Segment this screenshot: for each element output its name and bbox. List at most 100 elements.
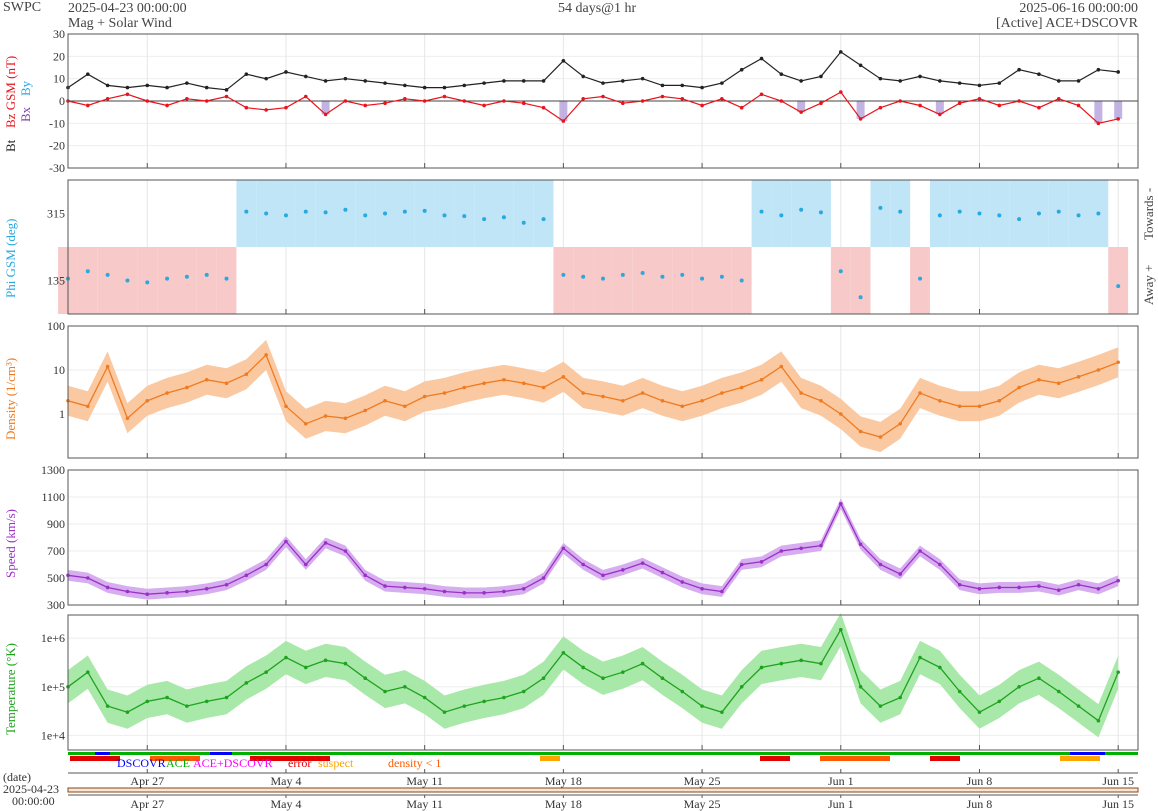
phi-away-fill-33 — [711, 247, 732, 314]
xtick-label-top-4: May 25 — [684, 774, 721, 788]
bz-point-47 — [997, 103, 1002, 108]
status-flag-error-6 — [930, 756, 960, 761]
speed-point-15 — [363, 573, 368, 578]
temperature-point-46 — [977, 710, 982, 714]
density-ytick-label-2: 100 — [47, 319, 65, 333]
bt-point-38 — [819, 74, 823, 79]
bz-point-38 — [819, 101, 823, 106]
phi-away-fill-7 — [196, 247, 217, 314]
bz-point-53 — [1116, 117, 1120, 121]
phi-away-fill-1 — [77, 247, 98, 314]
phi-point-34 — [739, 278, 744, 283]
bz-point-20 — [462, 99, 467, 103]
speed-point-35 — [759, 560, 764, 564]
by-axis-label: By — [18, 80, 33, 96]
speed-point-13 — [323, 541, 328, 545]
speed-point-32 — [700, 587, 704, 591]
phi-point-38 — [818, 210, 823, 215]
temperature-point-24 — [541, 676, 546, 681]
temperature-point-4 — [145, 699, 150, 704]
temperature-point-20 — [462, 704, 467, 708]
phi-point-20 — [462, 214, 467, 219]
density-point-44 — [938, 398, 942, 403]
bz-point-30 — [660, 94, 665, 99]
overview-date-label: (date) — [3, 770, 31, 784]
phi-point-48 — [1017, 217, 1022, 222]
density-point-8 — [224, 381, 229, 386]
bz-point-49 — [1037, 105, 1041, 110]
overview-time-value: 00:00:00 — [12, 794, 55, 808]
bz-point-12 — [303, 94, 308, 99]
bz-point-43 — [918, 103, 922, 108]
density-point-5 — [165, 391, 169, 395]
temperature-point-8 — [224, 695, 229, 700]
speed-point-4 — [145, 592, 150, 596]
speed-point-48 — [1017, 585, 1021, 590]
speed-point-28 — [621, 568, 625, 572]
xtick-label-top-1: May 4 — [270, 774, 301, 788]
status-flag-error-2 — [250, 756, 330, 761]
speed-ytick-label-3: 900 — [47, 517, 65, 531]
bt-point-2 — [105, 83, 110, 88]
mag-ytick-label-2: -10 — [49, 116, 65, 130]
speed-point-51 — [1076, 582, 1081, 587]
density-point-1 — [86, 404, 90, 409]
temperature-point-25 — [561, 651, 566, 655]
bz-point-15 — [363, 103, 368, 108]
phi-point-26 — [581, 274, 586, 279]
xtick-label-bottom-7: Jun 15 — [1102, 797, 1134, 811]
speed-point-20 — [462, 591, 467, 595]
density-point-40 — [858, 429, 863, 434]
phi-point-46 — [977, 211, 982, 216]
phi-away-fill-40 — [850, 247, 871, 314]
density-point-28 — [621, 398, 625, 403]
bt-point-33 — [720, 81, 724, 85]
bt-point-15 — [363, 79, 368, 83]
phi-away-fill-26 — [573, 247, 594, 314]
temperature-point-36 — [779, 661, 784, 666]
phi-point-35 — [759, 209, 764, 214]
speed-point-3 — [125, 589, 130, 594]
speed-point-42 — [898, 572, 903, 576]
bt-point-4 — [145, 83, 150, 88]
phi-point-53 — [1116, 284, 1121, 289]
density-point-14 — [343, 416, 348, 421]
dscovr-source-segment-1 — [210, 752, 232, 755]
bz-point-7 — [204, 99, 209, 103]
phi-point-10 — [264, 211, 269, 216]
speed-point-33 — [720, 589, 724, 594]
bz-point-26 — [581, 96, 585, 101]
phi-point-17 — [402, 209, 407, 214]
source-status-bar — [68, 752, 1138, 755]
density-point-13 — [323, 414, 328, 418]
bt-point-39 — [838, 50, 843, 54]
status-flag-suspect-7 — [1060, 756, 1100, 761]
temperature-point-33 — [720, 710, 724, 714]
speed-point-38 — [819, 543, 823, 548]
phi-axis-label: Phi GSM (deg) — [3, 219, 18, 298]
bt-point-25 — [561, 59, 566, 63]
phi-away-fill-39 — [830, 247, 851, 314]
phi-point-51 — [1076, 213, 1081, 218]
temperature-series-line — [67, 628, 1119, 722]
speed-point-16 — [383, 584, 387, 588]
bt-point-24 — [541, 79, 546, 83]
speed-point-29 — [640, 561, 645, 565]
mag-ytick-label-5: 20 — [53, 49, 65, 63]
mag-ytick-label-4: 10 — [53, 72, 65, 86]
temperature-point-47 — [997, 699, 1002, 704]
bt-point-30 — [660, 83, 665, 88]
density-point-9 — [244, 372, 249, 377]
speed-ytick-label-1: 500 — [47, 571, 65, 585]
speed-point-26 — [581, 562, 585, 567]
speed-ytick-label-5: 1300 — [41, 463, 65, 477]
dscovr-source-segment-2 — [1070, 752, 1105, 755]
xtick-label-bottom-4: May 25 — [684, 797, 721, 811]
end-date-label: 2025-06-16 00:00:00 — [1019, 1, 1138, 16]
speed-point-6 — [185, 589, 189, 594]
density-point-42 — [898, 421, 903, 426]
bt-point-40 — [858, 63, 863, 68]
speed-point-19 — [442, 589, 447, 594]
temperature-point-32 — [700, 704, 704, 708]
temperature-point-27 — [601, 676, 605, 681]
